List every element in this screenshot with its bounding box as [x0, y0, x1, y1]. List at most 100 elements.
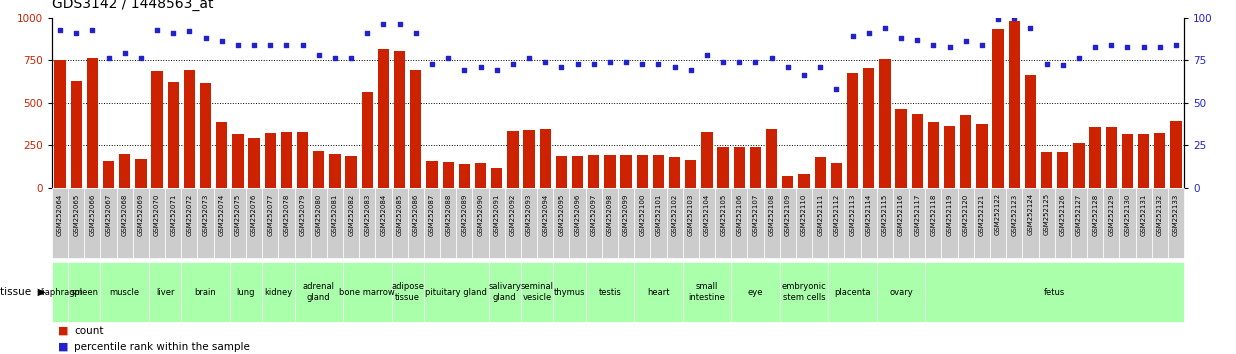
Bar	[895, 109, 907, 188]
Text: GSM252109: GSM252109	[785, 193, 791, 236]
Point	[293, 42, 313, 48]
FancyBboxPatch shape	[182, 262, 230, 322]
FancyBboxPatch shape	[698, 188, 716, 258]
Bar	[1009, 21, 1020, 188]
FancyBboxPatch shape	[84, 188, 100, 258]
Bar	[103, 161, 114, 188]
FancyBboxPatch shape	[68, 188, 84, 258]
Text: GSM252090: GSM252090	[477, 193, 483, 236]
Bar	[1122, 134, 1133, 188]
Point	[859, 30, 879, 36]
Point	[67, 30, 87, 36]
Point	[649, 61, 669, 67]
FancyBboxPatch shape	[52, 262, 68, 322]
Point	[1053, 62, 1073, 68]
FancyBboxPatch shape	[876, 262, 926, 322]
Point	[99, 56, 119, 61]
FancyBboxPatch shape	[942, 188, 958, 258]
Point	[875, 25, 895, 31]
FancyBboxPatch shape	[408, 188, 424, 258]
Bar	[1106, 127, 1117, 188]
Bar	[1154, 133, 1166, 188]
FancyBboxPatch shape	[230, 188, 246, 258]
Text: adipose
tissue: adipose tissue	[392, 282, 424, 302]
Bar	[750, 147, 761, 188]
FancyBboxPatch shape	[892, 188, 910, 258]
Text: GSM252072: GSM252072	[187, 193, 193, 235]
FancyBboxPatch shape	[958, 188, 974, 258]
Text: kidney: kidney	[265, 287, 293, 297]
FancyBboxPatch shape	[554, 188, 570, 258]
FancyBboxPatch shape	[764, 188, 780, 258]
Bar	[766, 129, 777, 188]
Point	[989, 17, 1009, 22]
Bar	[329, 154, 341, 188]
Point	[179, 28, 199, 34]
FancyBboxPatch shape	[166, 188, 182, 258]
FancyBboxPatch shape	[424, 262, 488, 322]
FancyBboxPatch shape	[1006, 188, 1022, 258]
Bar	[362, 92, 373, 188]
FancyBboxPatch shape	[618, 188, 634, 258]
FancyBboxPatch shape	[828, 262, 876, 322]
Point	[373, 22, 393, 27]
Point	[455, 68, 475, 73]
Bar	[556, 156, 567, 188]
FancyBboxPatch shape	[344, 188, 360, 258]
Bar	[912, 114, 923, 188]
FancyBboxPatch shape	[116, 188, 132, 258]
Bar	[734, 147, 745, 188]
Text: GSM252117: GSM252117	[915, 193, 921, 236]
FancyBboxPatch shape	[294, 188, 310, 258]
Text: GSM252103: GSM252103	[687, 193, 693, 236]
FancyBboxPatch shape	[1038, 188, 1054, 258]
FancyBboxPatch shape	[1104, 188, 1120, 258]
Point	[955, 39, 975, 44]
Text: GSM252064: GSM252064	[57, 193, 63, 235]
FancyBboxPatch shape	[504, 188, 520, 258]
Text: GSM252078: GSM252078	[283, 193, 289, 236]
Bar	[1089, 127, 1101, 188]
Text: spleen: spleen	[70, 287, 98, 297]
FancyBboxPatch shape	[812, 188, 828, 258]
FancyBboxPatch shape	[1086, 188, 1104, 258]
Point	[1101, 42, 1121, 48]
FancyBboxPatch shape	[860, 188, 876, 258]
Bar	[620, 155, 632, 188]
Text: GSM252106: GSM252106	[737, 193, 743, 236]
Text: GDS3142 / 1448563_at: GDS3142 / 1448563_at	[52, 0, 214, 11]
Bar	[588, 155, 599, 188]
FancyBboxPatch shape	[262, 262, 294, 322]
FancyBboxPatch shape	[586, 188, 602, 258]
Text: GSM252098: GSM252098	[607, 193, 613, 236]
Point	[309, 52, 329, 58]
Point	[1149, 44, 1169, 50]
FancyBboxPatch shape	[1120, 188, 1136, 258]
Text: eye: eye	[748, 287, 763, 297]
FancyBboxPatch shape	[132, 188, 150, 258]
Point	[729, 59, 749, 65]
Point	[195, 35, 215, 41]
Point	[83, 27, 103, 33]
Text: GSM252131: GSM252131	[1141, 193, 1147, 236]
Text: thymus: thymus	[554, 287, 585, 297]
FancyBboxPatch shape	[634, 262, 682, 322]
FancyBboxPatch shape	[150, 262, 182, 322]
Text: GSM252092: GSM252092	[510, 193, 515, 235]
FancyBboxPatch shape	[876, 188, 892, 258]
Bar	[637, 155, 648, 188]
Bar	[944, 126, 955, 188]
Point	[891, 35, 911, 41]
Point	[761, 56, 781, 61]
Text: GSM252124: GSM252124	[1027, 193, 1033, 235]
Text: GSM252129: GSM252129	[1109, 193, 1115, 235]
Text: GSM252123: GSM252123	[1011, 193, 1017, 235]
Bar	[168, 82, 179, 188]
Text: GSM252095: GSM252095	[559, 193, 565, 235]
FancyBboxPatch shape	[488, 188, 504, 258]
Text: GSM252122: GSM252122	[995, 193, 1001, 235]
Point	[423, 61, 442, 67]
FancyBboxPatch shape	[488, 262, 520, 322]
Text: GSM252119: GSM252119	[947, 193, 953, 236]
Point	[211, 39, 231, 44]
